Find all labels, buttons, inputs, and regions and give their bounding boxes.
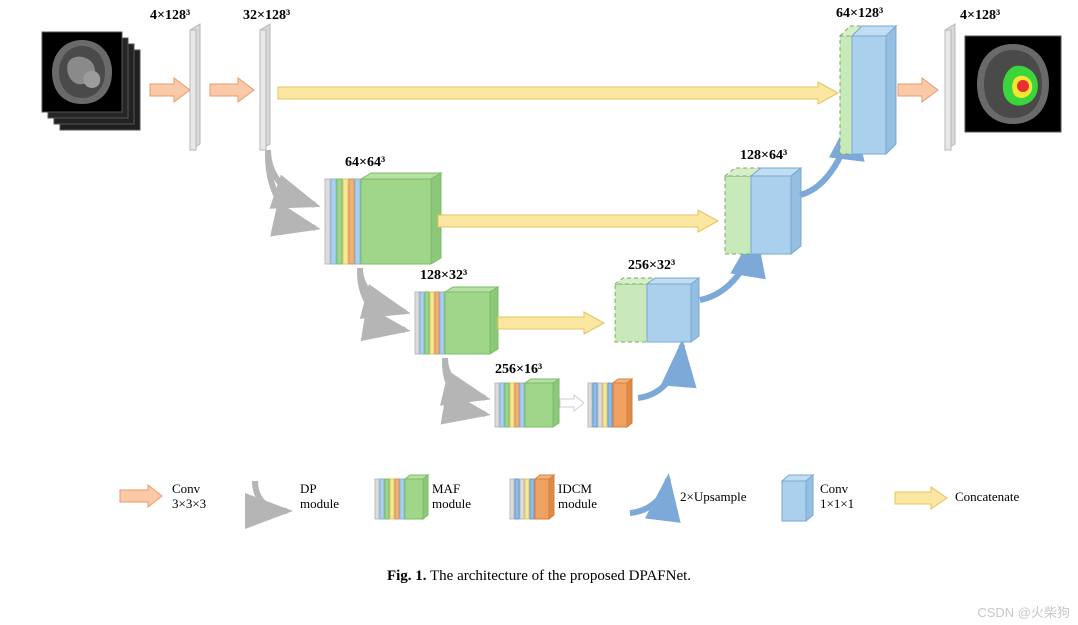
arrow-concat-l2: [498, 312, 604, 334]
watermark: CSDN @火柴狗: [977, 602, 1070, 621]
legend-maf-b: module: [432, 496, 471, 512]
legend-conv333-a: Conv: [172, 481, 200, 497]
label-in: 4×128³: [150, 8, 190, 24]
label-l3: 256×16³: [495, 362, 542, 378]
conv-slab-32: [260, 24, 270, 150]
label-l1: 64×64³: [345, 155, 385, 171]
maf-block-l1: [325, 173, 441, 264]
arrow-conv333-2: [210, 78, 254, 102]
caption-rest: The architecture of the proposed DPAFNet…: [427, 568, 692, 584]
legend-concat: Concatenate: [955, 489, 1019, 505]
label-d2: 256×32³: [628, 258, 675, 274]
up-arrow-l3: [638, 345, 682, 398]
legend-maf-icon: [375, 475, 428, 519]
input-image-stack: [42, 32, 140, 130]
arrow-concat-l0: [278, 82, 838, 104]
output-image: [965, 36, 1061, 132]
legend-dp-icon: [255, 481, 287, 511]
figure-caption: Fig. 1. The architecture of the proposed…: [0, 568, 1078, 585]
label-d0: 64×128³: [836, 6, 883, 22]
caption-bold: Fig. 1.: [387, 568, 427, 584]
legend-concat-icon: [895, 487, 947, 509]
legend-dp-b: module: [300, 496, 339, 512]
arrow-small-l3: [560, 395, 584, 411]
legend-maf-a: MAF: [432, 481, 460, 497]
decoder-block-l1: [725, 168, 801, 254]
label-d1: 128×64³: [740, 148, 787, 164]
legend-dp-a: DP: [300, 481, 317, 497]
legend-conv111-b: 1×1×1: [820, 496, 854, 512]
conv-slab-input: [190, 24, 200, 150]
arrow-conv333-1: [150, 78, 190, 102]
decoder-block-l0: [840, 26, 896, 154]
label-l0: 32×128³: [243, 8, 290, 24]
legend-idcm-icon: [510, 475, 554, 519]
legend-idcm-a: IDCM: [558, 481, 592, 497]
legend-conv333-icon: [120, 485, 162, 507]
legend-conv111-a: Conv: [820, 481, 848, 497]
legend-up-icon: [630, 479, 668, 513]
maf-block-l2: [415, 287, 498, 354]
legend-idcm-b: module: [558, 496, 597, 512]
arrow-conv333-3: [898, 78, 938, 102]
idcm-block-l3: [588, 379, 632, 427]
maf-block-l3: [495, 379, 559, 427]
decoder-block-l2: [615, 278, 699, 342]
legend-conv111-icon: [782, 475, 813, 521]
legend-up: 2×Upsample: [680, 489, 747, 505]
legend-conv333-b: 3×3×3: [172, 496, 206, 512]
conv-slab-output: [945, 24, 955, 150]
label-out: 4×128³: [960, 8, 1000, 24]
label-l2: 128×32³: [420, 268, 467, 284]
arrow-concat-l1: [438, 210, 718, 232]
